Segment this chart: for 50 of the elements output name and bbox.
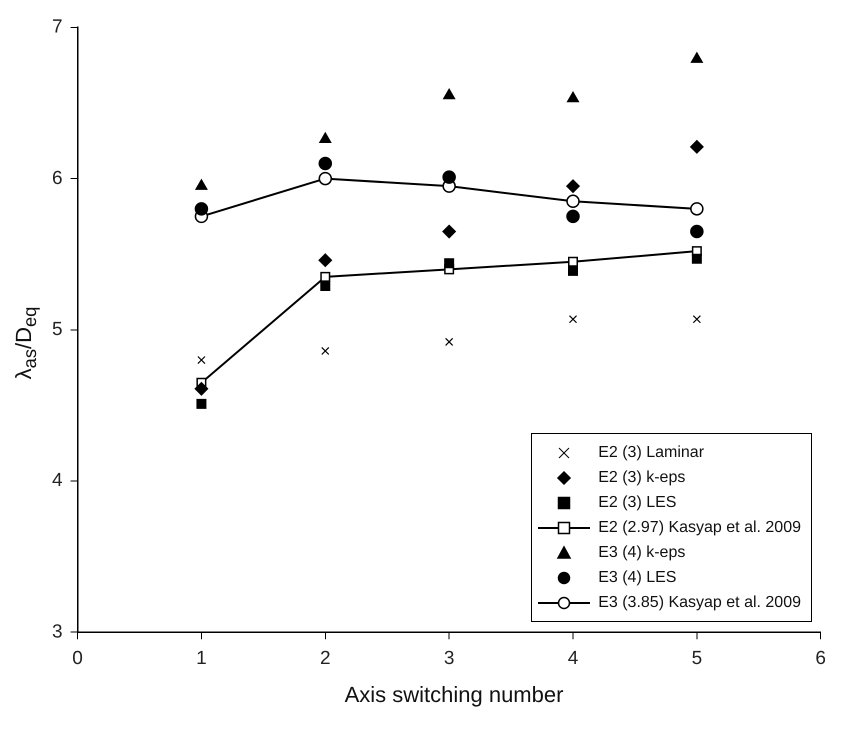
point xyxy=(195,179,208,190)
point xyxy=(444,258,454,268)
legend-label: E3 (4) LES xyxy=(598,568,676,586)
x-tick-label: 1 xyxy=(196,648,207,669)
point xyxy=(194,382,208,396)
y-tick-label: 5 xyxy=(52,319,63,340)
x-tick-label: 0 xyxy=(72,648,83,669)
point xyxy=(194,202,208,216)
y-tick-label: 6 xyxy=(52,168,63,189)
x-axis-title: Axis switching number xyxy=(344,682,564,708)
legend-label: E2 (3) Laminar xyxy=(598,444,704,462)
x-tick-label: 5 xyxy=(692,648,702,669)
y-tick-label: 7 xyxy=(52,16,63,38)
point xyxy=(318,254,332,267)
point xyxy=(442,170,456,184)
x-tick-label: 6 xyxy=(815,648,826,669)
point xyxy=(196,398,206,409)
x-tick-label: 2 xyxy=(320,648,331,669)
y-tick-label: 4 xyxy=(52,470,63,492)
point xyxy=(319,132,332,144)
point xyxy=(568,266,578,276)
point xyxy=(566,194,580,208)
point xyxy=(197,356,206,364)
point xyxy=(690,224,704,238)
x-tick-label: 3 xyxy=(444,648,454,669)
point xyxy=(567,92,579,102)
point xyxy=(566,210,580,224)
point xyxy=(690,140,704,154)
point xyxy=(568,256,578,267)
y-tick-label: 3 xyxy=(52,621,63,642)
point xyxy=(318,156,332,170)
x-tick-label: 4 xyxy=(568,648,579,669)
point xyxy=(320,272,330,282)
point xyxy=(320,280,330,291)
legend-label: E3 (4) k-eps xyxy=(598,544,686,562)
point xyxy=(690,202,704,216)
point xyxy=(568,315,578,324)
point xyxy=(566,179,580,193)
point xyxy=(692,315,701,324)
point xyxy=(445,338,454,346)
point xyxy=(690,52,703,63)
point xyxy=(442,224,456,238)
point xyxy=(443,88,456,100)
point xyxy=(692,254,702,264)
point xyxy=(318,172,332,186)
legend-label: E3 (3.85) Kasyap et al. 2009 xyxy=(598,594,801,612)
legend-label: E2 (2.97) Kasyap et al. 2009 xyxy=(598,518,801,536)
point xyxy=(321,346,330,356)
legend-label: E2 (3) k-eps xyxy=(598,468,686,486)
legend-label: E2 (3) LES xyxy=(598,494,676,512)
